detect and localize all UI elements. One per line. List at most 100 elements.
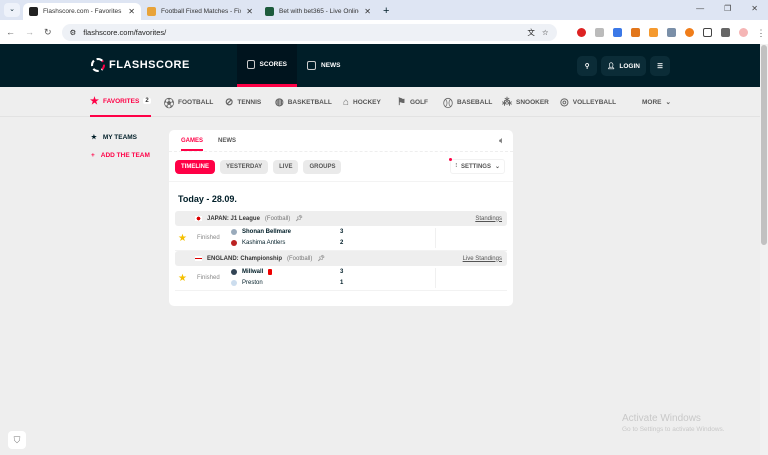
news-icon [307,61,316,70]
extension-icon[interactable] [576,27,586,37]
extension-icon[interactable] [666,27,676,37]
sport-more[interactable]: MORE ⌄ [642,87,671,117]
sport-snooker[interactable]: ⁂ SNOOKER [502,87,549,117]
media-icon[interactable] [720,27,730,37]
league-header[interactable]: ENGLAND: Championship (Football) 📌︎ Live St… [175,251,507,266]
home-score: 3 [340,269,344,275]
extension-icon[interactable] [612,27,622,37]
browser-toolbar: ← → ↻ ⚙ flashscore.com/favorites/文 ☆ ⋮ [0,20,768,44]
pin-icon[interactable]: 📌︎ [295,216,303,222]
tab-search-button[interactable]: ⌄ [4,3,20,17]
search-button[interactable]: ⚲ [577,56,598,76]
league-name[interactable]: JAPAN: J1 League [207,215,260,222]
star-icon: ★ [91,134,97,141]
settings-dropdown[interactable]: ⫶ SETTINGS ⌄ [449,158,505,174]
tab-title: Flashscore.com - Favorites [43,8,122,15]
forward-icon[interactable]: → [25,27,34,37]
bet365-favicon [265,7,274,16]
minimize-icon[interactable]: — [696,4,705,13]
tab-news[interactable]: NEWS [218,137,237,144]
browser-tab[interactable]: Football Fixed Matches - Fixed ✕ [141,3,259,20]
address-bar[interactable]: ⚙ flashscore.com/favorites/文 ☆ [61,23,557,41]
filter-live[interactable]: LIVE [273,159,299,174]
flashscore-logo[interactable]: FLASHSCORE [91,58,190,72]
filter-yesterday[interactable]: YESTERDAY [220,159,269,174]
sport-label: SNOOKER [516,98,549,106]
baseball-icon: ⚾︎ [443,98,453,110]
home-team: Shonan Bellmare [231,229,291,235]
chevron-down-icon: ⌄ [494,164,500,170]
close-tab-icon[interactable]: ✕ [246,7,253,16]
sport-tennis[interactable]: ⊘ TENNIS [225,87,261,117]
match-row[interactable]: ★ Finished Shonan Bellmare Kashima Antle… [175,226,507,251]
metamask-icon[interactable] [630,27,640,37]
login-button[interactable]: 👤︎ LOGIN [601,56,646,76]
privacy-shield-button[interactable]: ⛉ [8,431,26,449]
extension-icon[interactable] [648,27,658,37]
translate-icon[interactable]: 文 [527,27,535,37]
watermark-title: Activate Windows [622,413,701,424]
new-tab-button[interactable]: + [383,5,390,17]
my-teams-link[interactable]: ★ MY TEAMS [91,130,150,144]
tab-title: Football Fixed Matches - Fixed [161,8,242,15]
search-icon: ⚲ [584,63,590,70]
sport-baseball[interactable]: ⚾︎ BASEBALL [443,87,492,117]
bookmark-star-icon[interactable]: ☆ [541,27,549,37]
sport-label: MORE [642,98,662,106]
extensions-puzzle-icon[interactable] [702,27,712,37]
league-header[interactable]: JAPAN: J1 League (Football) 📌︎ Standings [175,211,507,226]
restore-icon[interactable]: ❐ [724,4,732,13]
add-team-label: ADD THE TEAM [100,151,150,159]
sport-football[interactable]: ⚽︎ FOOTBALL [164,87,213,117]
profile-avatar[interactable] [738,27,748,37]
nav-label: SCORES [259,60,287,68]
pin-icon[interactable]: 📌︎ [317,256,325,262]
sport-hockey[interactable]: ⌂ HOCKEY [343,87,381,117]
league-name[interactable]: ENGLAND: Championship [207,255,282,262]
favorites-card: GAMES NEWS 🔈︎ TIMELINE YESTERDAY LIVE GR… [169,130,513,306]
date-heading: Today - 28.09. [178,194,237,204]
live-standings-link[interactable]: Live Standings [462,255,502,262]
add-team-link[interactable]: + ADD THE TEAM [91,148,150,162]
user-icon: 👤︎ [607,63,616,70]
standings-link[interactable]: Standings [475,215,502,222]
sport-golf[interactable]: ⚑ GOLF [397,87,428,117]
menu-kebab-icon[interactable]: ⋮ [756,27,766,38]
extension-icon[interactable] [684,27,694,37]
site-info-icon[interactable]: ⚙ [69,27,77,37]
browser-tab[interactable]: Flashscore.com - Favorites ✕ [23,3,141,20]
menu-button[interactable]: ☰ [650,56,670,76]
favorite-star-icon[interactable]: ★ [178,233,187,244]
sport-basketball[interactable]: ◍ BASKETBALL [275,87,332,117]
sport-label: GOLF [409,98,429,106]
sport-nav: ★ FAVORITES 2 ⚽︎ FOOTBALL ⊘ TENNIS ◍ BASKETBA… [0,87,768,117]
away-score: 2 [340,240,344,246]
league-sport: (Football) [287,255,313,262]
close-tab-icon[interactable]: ✕ [364,7,371,16]
page-scrollbar[interactable] [760,44,768,455]
sport-label: HOCKEY [353,98,381,106]
activate-windows-watermark: Activate Windows Go to Settings to activa… [622,413,725,433]
flashscore-favicon [29,7,38,16]
away-team: Preston [231,280,263,286]
nav-scores[interactable]: SCORES [237,44,297,87]
settings-label: SETTINGS [460,163,491,170]
site-header: FLASHSCORE SCORES NEWS ⚲ 👤︎ LOGIN ☰ [0,44,768,87]
filter-timeline[interactable]: TIMELINE [175,159,215,174]
tab-games[interactable]: GAMES [181,131,204,151]
home-team: Millwall [231,269,273,275]
nav-news[interactable]: NEWS [297,44,351,87]
match-row[interactable]: ★ Finished Millwall Preston 3 1 [175,266,507,291]
sound-icon[interactable]: 🔈︎ [499,136,504,145]
back-icon[interactable]: ← [6,27,15,37]
reload-icon[interactable]: ↻ [44,26,52,37]
browser-tab[interactable]: Bet with bet365 - Live Online B ✕ [259,3,377,20]
match-status: Finished [197,235,220,241]
filter-groups[interactable]: GROUPS [303,159,342,174]
extension-icon[interactable] [594,27,604,37]
sport-favorites[interactable]: ★ FAVORITES 2 [90,87,151,117]
favorite-star-icon[interactable]: ★ [178,273,187,284]
close-window-icon[interactable]: ✕ [751,4,758,13]
close-tab-icon[interactable]: ✕ [128,7,135,16]
sport-volleyball[interactable]: ◎ VOLLEYBALL [560,87,616,117]
